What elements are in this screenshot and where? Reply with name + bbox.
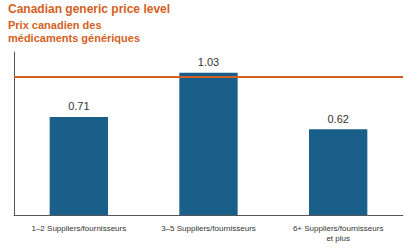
svg-text:Prix canadien des: Prix canadien des — [8, 19, 102, 31]
svg-text:6+ Suppliers/fournisseurs: 6+ Suppliers/fournisseurs — [293, 224, 384, 233]
svg-text:Canadian generic price level: Canadian generic price level — [8, 2, 170, 16]
svg-text:0.62: 0.62 — [327, 113, 348, 125]
svg-text:1–2 Suppliers/fournisseurs: 1–2 Suppliers/fournisseurs — [31, 224, 126, 233]
svg-text:et plus: et plus — [326, 234, 350, 243]
svg-text:0.71: 0.71 — [68, 100, 89, 112]
svg-text:1.03: 1.03 — [198, 56, 219, 68]
svg-text:médicaments génériques: médicaments génériques — [8, 32, 140, 44]
svg-text:3–5 Suppliers/fournisseurs: 3–5 Suppliers/fournisseurs — [161, 224, 256, 233]
